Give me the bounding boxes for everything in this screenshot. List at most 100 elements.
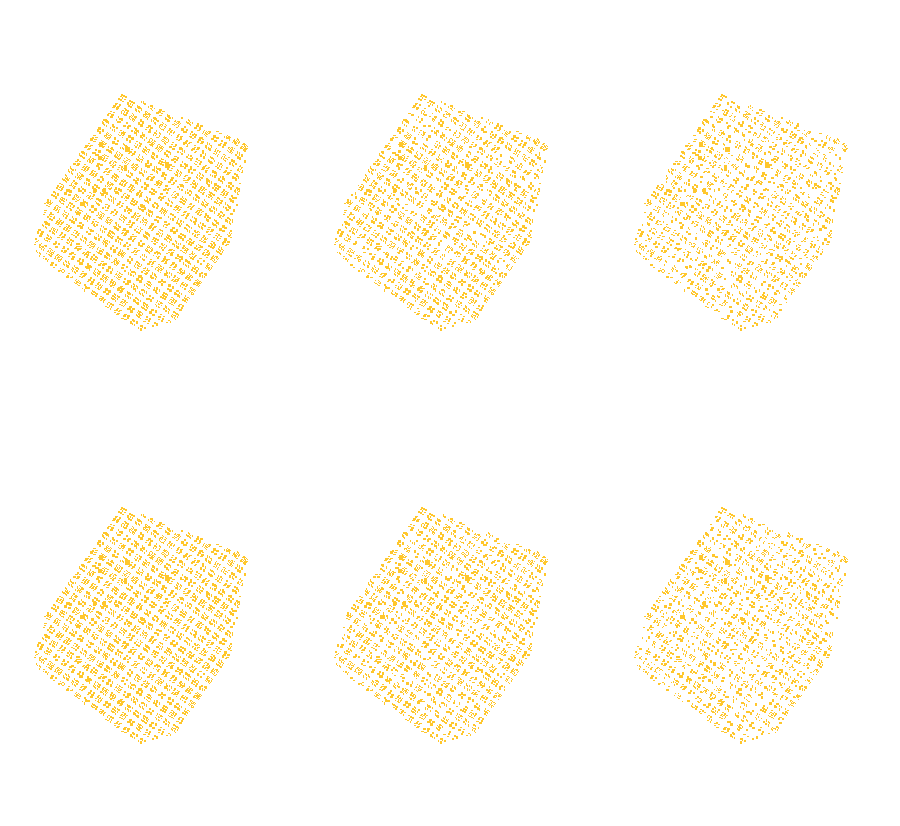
Bar <box>804 277 806 278</box>
Bar <box>69 654 70 656</box>
Bar <box>804 273 806 275</box>
Bar <box>185 664 187 666</box>
Bar <box>735 530 736 532</box>
Bar <box>756 323 758 326</box>
Bar <box>202 237 204 238</box>
Bar <box>79 658 83 660</box>
Bar <box>428 170 429 173</box>
Bar <box>44 212 46 213</box>
Bar <box>349 643 351 645</box>
Bar <box>149 318 151 320</box>
Bar <box>153 177 155 178</box>
Bar <box>784 176 786 178</box>
Bar <box>58 235 60 236</box>
Bar <box>128 195 130 197</box>
Bar <box>211 643 213 645</box>
Bar <box>126 182 128 183</box>
Bar <box>121 680 124 681</box>
Bar <box>724 254 725 255</box>
Bar <box>122 599 125 601</box>
Bar <box>481 184 482 187</box>
Bar <box>209 143 210 145</box>
Bar <box>724 97 727 98</box>
Bar <box>488 656 490 657</box>
Bar <box>715 213 717 215</box>
Bar <box>448 646 449 649</box>
Bar <box>773 298 774 300</box>
Bar <box>434 165 436 167</box>
Bar <box>746 248 747 249</box>
Bar <box>446 531 448 533</box>
Bar <box>105 556 107 558</box>
Bar <box>150 145 151 146</box>
Bar <box>200 192 202 193</box>
Bar <box>449 311 453 314</box>
Bar <box>106 280 107 281</box>
Bar <box>73 634 76 638</box>
Bar <box>155 554 156 555</box>
Bar <box>174 690 176 691</box>
Bar <box>145 716 146 718</box>
Bar <box>493 163 495 164</box>
Bar <box>752 243 754 244</box>
Bar <box>59 234 62 235</box>
Bar <box>360 633 362 634</box>
Bar <box>508 234 510 235</box>
Bar <box>381 582 382 583</box>
Bar <box>488 704 489 705</box>
Bar <box>457 713 458 714</box>
Bar <box>664 587 666 590</box>
Bar <box>654 192 656 195</box>
Bar <box>157 646 158 648</box>
Bar <box>350 239 351 240</box>
Bar <box>736 193 739 195</box>
Bar <box>753 640 756 642</box>
Bar <box>714 706 716 708</box>
Bar <box>359 596 361 597</box>
Bar <box>88 596 90 599</box>
Bar <box>681 211 683 212</box>
Bar <box>49 214 50 216</box>
Bar <box>200 627 202 628</box>
Bar <box>461 695 463 699</box>
Bar <box>92 550 94 552</box>
Bar <box>744 230 746 234</box>
Bar <box>783 203 785 205</box>
Bar <box>390 182 392 183</box>
Bar <box>130 567 133 569</box>
Bar <box>477 571 480 572</box>
Bar <box>95 165 99 167</box>
Bar <box>159 125 161 126</box>
Bar <box>422 250 423 252</box>
Bar <box>148 244 149 246</box>
Bar <box>410 632 411 633</box>
Bar <box>113 622 116 624</box>
Bar <box>680 675 683 678</box>
Bar <box>714 675 716 676</box>
Bar <box>134 737 135 739</box>
Bar <box>116 640 117 643</box>
Bar <box>112 711 113 713</box>
Bar <box>751 140 752 142</box>
Bar <box>182 700 184 701</box>
Bar <box>212 162 213 164</box>
Bar <box>488 626 490 627</box>
Bar <box>778 564 779 566</box>
Bar <box>706 706 708 708</box>
Bar <box>445 559 446 561</box>
Bar <box>793 283 795 284</box>
Bar <box>796 662 797 663</box>
Bar <box>696 598 698 601</box>
Bar <box>433 287 434 290</box>
Bar <box>428 135 431 138</box>
Bar <box>116 674 118 676</box>
Bar <box>227 550 229 553</box>
Bar <box>715 197 716 201</box>
Bar <box>134 532 135 534</box>
Bar <box>108 205 111 207</box>
Bar <box>114 103 117 105</box>
Bar <box>414 178 415 181</box>
Bar <box>149 623 150 626</box>
Bar <box>382 569 383 572</box>
Bar <box>506 618 508 620</box>
